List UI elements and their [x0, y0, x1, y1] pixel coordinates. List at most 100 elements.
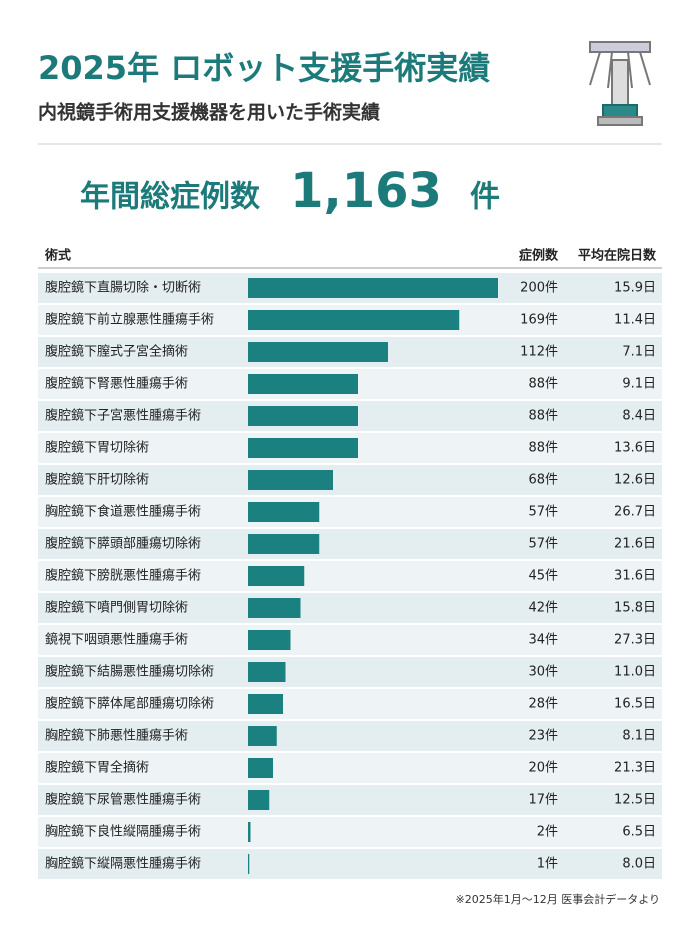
days: 12.6日 — [614, 473, 656, 488]
row-background — [38, 529, 662, 559]
days: 26.7日 — [614, 505, 656, 520]
cases: 200件 — [520, 281, 558, 296]
cases: 112件 — [520, 345, 558, 360]
column-header: 平均在院日数 — [578, 248, 657, 264]
row-background — [38, 753, 662, 783]
procedure: 胸腔鏡下食道悪性腫瘍手術 — [45, 504, 201, 520]
cases: 88件 — [528, 409, 558, 424]
bar — [248, 374, 358, 394]
bar — [248, 694, 283, 714]
days: 12.5日 — [614, 793, 656, 808]
bar — [248, 630, 291, 650]
procedure: 腹腔鏡下噴門側胃切除術 — [45, 600, 188, 616]
days: 8.1日 — [622, 729, 656, 744]
cases: 169件 — [520, 313, 558, 328]
bar — [248, 854, 250, 874]
row-background — [38, 849, 662, 879]
row-background — [38, 721, 662, 751]
cases: 17件 — [528, 793, 558, 808]
total: 年間総症例数 1,163 件 — [80, 163, 500, 219]
days: 21.6日 — [614, 537, 656, 552]
procedure: 胸腔鏡下肺悪性腫瘍手術 — [45, 728, 188, 744]
bar — [248, 566, 305, 586]
cases: 34件 — [528, 633, 558, 648]
days: 6.5日 — [622, 825, 656, 840]
bar — [248, 534, 320, 554]
procedure: 鏡視下咽頭悪性腫瘍手術 — [45, 632, 188, 648]
bar — [248, 726, 277, 746]
procedure: 腹腔鏡下前立腺悪性腫瘍手術 — [45, 312, 214, 328]
procedure: 胸腔鏡下良性縦隔腫瘍手術 — [45, 824, 201, 840]
procedure: 腹腔鏡下膀胱悪性腫瘍手術 — [45, 568, 201, 584]
cases: 88件 — [528, 441, 558, 456]
days: 16.5日 — [614, 697, 656, 712]
bar — [248, 278, 498, 298]
robot-icon — [589, 41, 651, 126]
cases: 45件 — [528, 569, 558, 584]
column-header: 症例数 — [519, 248, 559, 264]
bar — [248, 406, 358, 426]
bar — [248, 758, 273, 778]
bar — [248, 502, 320, 522]
procedure: 腹腔鏡下腎悪性腫瘍手術 — [45, 376, 188, 392]
bar — [248, 662, 286, 682]
days: 27.3日 — [614, 633, 656, 648]
cases: 2件 — [537, 825, 558, 840]
row-background — [38, 561, 662, 591]
bar — [248, 310, 460, 330]
cases: 42件 — [528, 601, 558, 616]
footnote: ※2025年1月～12月 医事会計データより — [456, 892, 660, 906]
days: 11.4日 — [614, 313, 656, 328]
bar — [248, 598, 301, 618]
row-background — [38, 497, 662, 527]
cases: 57件 — [528, 537, 558, 552]
days: 15.8日 — [614, 601, 656, 616]
cases: 30件 — [528, 665, 558, 680]
days: 31.6日 — [614, 569, 656, 584]
cases: 23件 — [528, 729, 558, 744]
bar — [248, 790, 270, 810]
title: 2025年 ロボット支援手術実績 — [38, 49, 490, 87]
subtitle: 内視鏡手術用支援機器を用いた手術実績 — [38, 101, 380, 124]
procedure: 腹腔鏡下直腸切除・切断術 — [45, 280, 201, 296]
row-background — [38, 817, 662, 847]
days: 8.0日 — [622, 857, 656, 872]
bar — [248, 822, 251, 842]
row-background — [38, 593, 662, 623]
days: 9.1日 — [622, 377, 656, 392]
procedure: 腹腔鏡下尿管悪性腫瘍手術 — [45, 792, 201, 808]
column-header: 術式 — [44, 248, 71, 264]
bar — [248, 438, 358, 458]
row-background — [38, 657, 662, 687]
procedure: 胸腔鏡下縦隔悪性腫瘍手術 — [45, 856, 201, 872]
row-background — [38, 785, 662, 815]
cases: 20件 — [528, 761, 558, 776]
procedure: 腹腔鏡下胃全摘術 — [45, 760, 149, 776]
cases: 57件 — [528, 505, 558, 520]
row-background — [38, 465, 662, 495]
cases: 68件 — [528, 473, 558, 488]
row-background — [38, 625, 662, 655]
cases: 88件 — [528, 377, 558, 392]
cases: 28件 — [528, 697, 558, 712]
procedure: 腹腔鏡下膵体尾部腫瘍切除術 — [45, 696, 214, 712]
procedure: 腹腔鏡下肝切除術 — [45, 472, 149, 488]
row-background — [38, 689, 662, 719]
procedure: 腹腔鏡下胃切除術 — [45, 440, 149, 456]
procedure: 腹腔鏡下結腸悪性腫瘍切除術 — [45, 664, 214, 680]
days: 15.9日 — [614, 281, 656, 296]
total-label: 年間総症例数 — [80, 180, 261, 215]
bar — [248, 342, 388, 362]
total-unit: 件 — [470, 180, 500, 215]
days: 11.0日 — [614, 665, 656, 680]
procedure: 腹腔鏡下膵頭部腫瘍切除術 — [45, 536, 201, 552]
cases: 1件 — [537, 857, 558, 872]
days: 8.4日 — [622, 409, 656, 424]
days: 21.3日 — [614, 761, 656, 776]
bar — [248, 470, 333, 490]
procedure: 腹腔鏡下子宮悪性腫瘍手術 — [45, 408, 201, 424]
total-value: 1,163 — [290, 163, 442, 219]
days: 13.6日 — [614, 441, 656, 456]
